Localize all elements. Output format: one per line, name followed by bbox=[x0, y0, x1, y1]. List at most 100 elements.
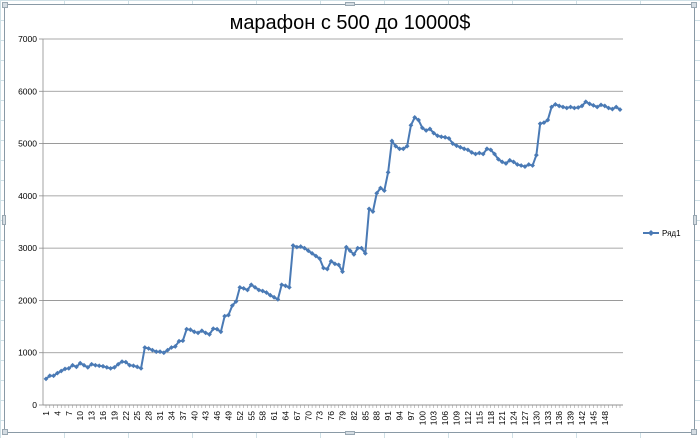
data-point bbox=[545, 117, 551, 123]
data-point bbox=[108, 366, 114, 371]
x-tick-label: 52 bbox=[235, 411, 245, 421]
data-point bbox=[256, 287, 262, 293]
data-point bbox=[248, 282, 254, 288]
x-tick-label: 49 bbox=[223, 411, 233, 421]
data-point bbox=[571, 105, 577, 111]
data-point bbox=[55, 370, 60, 376]
data-point bbox=[153, 349, 159, 355]
resize-handle-right[interactable] bbox=[693, 215, 697, 225]
data-point bbox=[499, 159, 505, 165]
data-point bbox=[461, 146, 467, 152]
data-point bbox=[298, 244, 304, 249]
data-point bbox=[286, 284, 292, 290]
data-point bbox=[476, 150, 482, 156]
data-point bbox=[427, 126, 433, 132]
data-point bbox=[169, 345, 174, 350]
x-tick-label: 97 bbox=[406, 411, 416, 421]
data-point bbox=[290, 243, 296, 248]
resize-handle-top[interactable] bbox=[345, 2, 355, 6]
x-tick-label: 103 bbox=[429, 411, 439, 425]
x-tick-label: 106 bbox=[440, 411, 450, 425]
data-point bbox=[568, 104, 573, 110]
y-tick-label: 2000 bbox=[18, 295, 37, 305]
data-point bbox=[58, 368, 64, 374]
resize-handle-bottom[interactable] bbox=[345, 431, 355, 435]
data-point bbox=[210, 326, 216, 332]
data-point bbox=[507, 157, 513, 163]
data-point bbox=[313, 253, 319, 259]
data-point bbox=[514, 162, 520, 167]
x-tick-label: 139 bbox=[566, 411, 576, 425]
x-tick-label: 67 bbox=[292, 411, 302, 421]
data-point bbox=[332, 261, 338, 267]
data-point bbox=[617, 107, 623, 112]
data-point bbox=[343, 244, 349, 250]
data-point bbox=[526, 162, 532, 167]
data-point bbox=[43, 376, 49, 382]
x-tick-label: 19 bbox=[109, 411, 119, 421]
data-point bbox=[271, 294, 277, 300]
x-tick-label: 10 bbox=[75, 411, 85, 421]
data-point bbox=[336, 262, 342, 268]
x-tick-label: 28 bbox=[144, 411, 154, 421]
data-point bbox=[123, 359, 129, 365]
resize-handle-left[interactable] bbox=[2, 215, 6, 225]
data-point bbox=[412, 115, 418, 120]
data-point bbox=[302, 245, 307, 251]
data-point bbox=[366, 206, 372, 212]
resize-handle-top-left[interactable] bbox=[2, 2, 8, 8]
data-point bbox=[237, 284, 243, 290]
data-point bbox=[146, 346, 152, 351]
data-point bbox=[104, 364, 110, 370]
data-point bbox=[283, 283, 288, 289]
data-point bbox=[613, 104, 619, 110]
data-point bbox=[324, 266, 330, 272]
series-ряд1 bbox=[43, 99, 623, 382]
x-tick-label: 91 bbox=[383, 411, 393, 421]
data-point bbox=[226, 312, 231, 318]
resize-handle-bottom-right[interactable] bbox=[691, 429, 697, 435]
data-point bbox=[564, 105, 570, 111]
data-point bbox=[115, 361, 121, 367]
data-point bbox=[488, 147, 494, 153]
data-point bbox=[252, 284, 258, 290]
x-tick-label: 7 bbox=[64, 411, 74, 416]
data-point bbox=[89, 361, 95, 367]
x-tick-label: 25 bbox=[132, 411, 142, 421]
data-point bbox=[203, 330, 209, 336]
x-tick-label: 37 bbox=[178, 411, 188, 421]
data-point bbox=[552, 101, 558, 107]
x-tick-label: 4 bbox=[52, 411, 62, 416]
legend: Ряд1 bbox=[643, 229, 681, 238]
data-point bbox=[522, 164, 528, 169]
data-point bbox=[602, 103, 608, 109]
y-tick-label: 1000 bbox=[18, 348, 37, 358]
data-point bbox=[70, 362, 76, 368]
data-point bbox=[378, 185, 383, 191]
data-point bbox=[62, 366, 68, 372]
data-point bbox=[473, 151, 478, 157]
data-point bbox=[66, 366, 72, 371]
resize-handle-bottom-left[interactable] bbox=[2, 429, 8, 435]
x-tick-label: 76 bbox=[326, 411, 336, 421]
data-point bbox=[134, 364, 140, 370]
x-tick-label: 118 bbox=[486, 411, 496, 425]
x-tick-label: 142 bbox=[577, 411, 587, 425]
data-point bbox=[469, 150, 475, 155]
data-point bbox=[142, 345, 148, 350]
data-point bbox=[397, 146, 402, 152]
x-tick-label: 58 bbox=[258, 411, 268, 421]
x-tick-label: 1 bbox=[41, 411, 51, 416]
data-point bbox=[172, 344, 178, 349]
data-point bbox=[457, 144, 463, 150]
data-point bbox=[119, 359, 125, 365]
data-point bbox=[575, 105, 581, 110]
resize-handle-top-right[interactable] bbox=[691, 2, 697, 8]
data-point bbox=[157, 349, 163, 355]
data-point bbox=[267, 292, 273, 298]
data-point bbox=[222, 313, 228, 319]
data-point bbox=[431, 130, 437, 136]
data-point bbox=[100, 363, 106, 369]
data-point bbox=[492, 151, 497, 157]
